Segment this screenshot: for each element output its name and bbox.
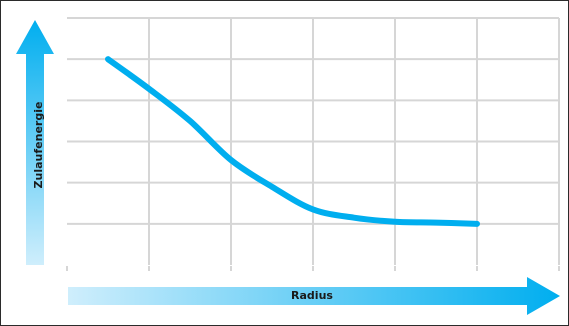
series-line [105, 56, 480, 227]
x-axis-arrow [68, 277, 560, 315]
grid [67, 17, 560, 265]
x-axis-label: Radius [291, 289, 333, 302]
tick-marks [66, 266, 560, 271]
y-axis-label: Zulaufenergie [32, 102, 45, 189]
y-axis-arrow [16, 20, 54, 265]
